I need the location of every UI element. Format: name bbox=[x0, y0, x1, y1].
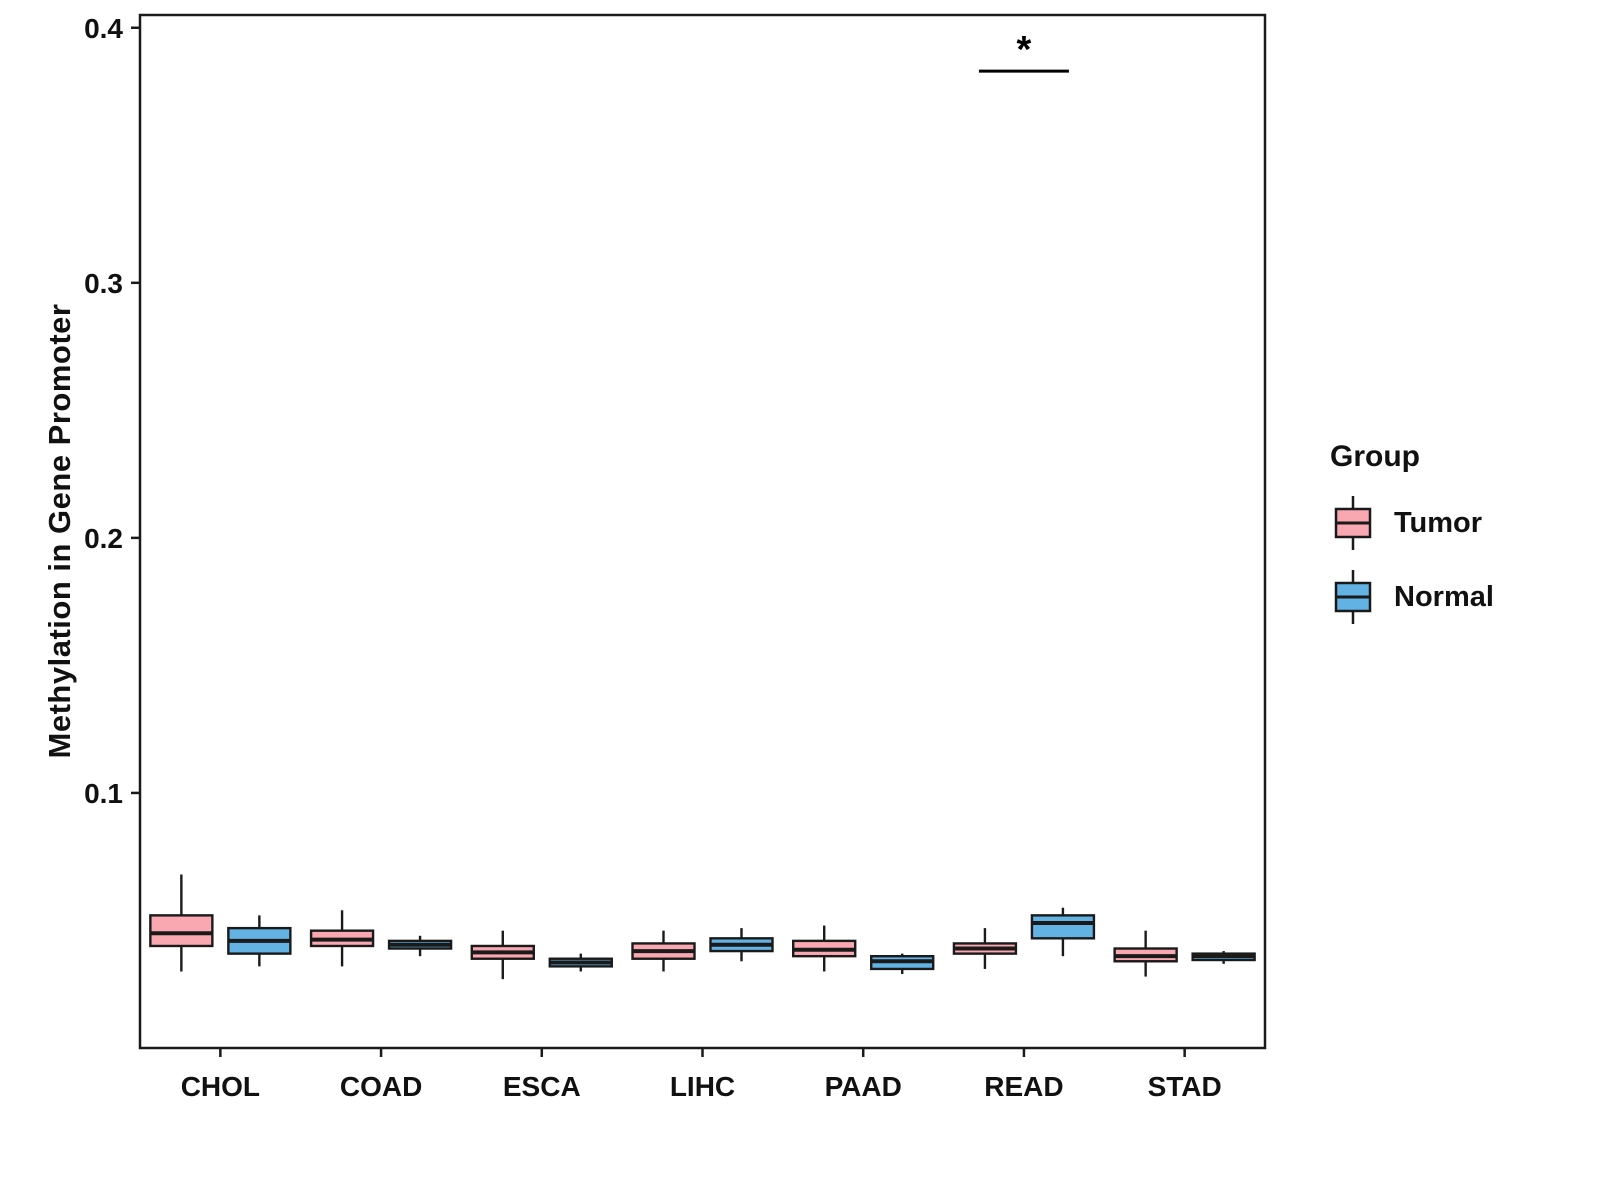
legend-title: Group bbox=[1330, 440, 1420, 473]
boxplot-stad-tumor bbox=[1113, 930, 1178, 977]
boxplot-paad-normal bbox=[870, 953, 935, 975]
legend-label-normal: Normal bbox=[1394, 580, 1494, 613]
boxplot-esca-tumor bbox=[470, 930, 535, 980]
legend-item-tumor: Tumor bbox=[1330, 492, 1494, 554]
box bbox=[1030, 914, 1096, 940]
box bbox=[149, 914, 214, 948]
legend-label-tumor: Tumor bbox=[1394, 506, 1483, 539]
boxplot-coad-tumor bbox=[309, 910, 375, 967]
y-tick-label: 0.3 bbox=[84, 268, 123, 299]
y-tick-label: 0.1 bbox=[84, 778, 123, 809]
boxplot-stad-normal bbox=[1191, 951, 1256, 964]
boxplot-chol-normal bbox=[227, 915, 292, 967]
normal-boxplot-key-icon bbox=[1334, 570, 1372, 624]
boxplot-read-tumor bbox=[952, 928, 1018, 969]
x-tick-label-esca: ESCA bbox=[503, 1071, 581, 1102]
boxplot-esca-normal bbox=[548, 953, 613, 972]
legend: Group Tumor Normal bbox=[1330, 440, 1494, 628]
boxplot-chol-tumor bbox=[149, 874, 214, 972]
y-tick-label: 0.2 bbox=[84, 523, 123, 554]
y-tick-label: 0.4 bbox=[84, 13, 123, 44]
x-tick-label-coad: COAD bbox=[340, 1071, 422, 1102]
y-axis-title: Methylation in Gene Promoter bbox=[42, 303, 77, 759]
boxplot-paad-tumor bbox=[792, 925, 857, 972]
boxplot-coad-normal bbox=[387, 935, 453, 957]
legend-item-normal: Normal bbox=[1330, 566, 1494, 628]
x-tick-label-paad: PAAD bbox=[825, 1071, 902, 1102]
boxplot-read-normal bbox=[1030, 907, 1096, 957]
x-tick-label-stad: STAD bbox=[1148, 1071, 1222, 1102]
tumor-boxplot-key-icon bbox=[1334, 496, 1372, 550]
significance-star: * bbox=[1017, 29, 1032, 71]
x-tick-label-chol: CHOL bbox=[181, 1071, 260, 1102]
boxplot-lihc-normal bbox=[709, 928, 774, 962]
boxplot-lihc-tumor bbox=[631, 930, 696, 972]
x-tick-label-read: READ bbox=[984, 1071, 1063, 1102]
plot-panel-border bbox=[138, 13, 1267, 1050]
x-tick-label-lihc: LIHC bbox=[670, 1071, 735, 1102]
